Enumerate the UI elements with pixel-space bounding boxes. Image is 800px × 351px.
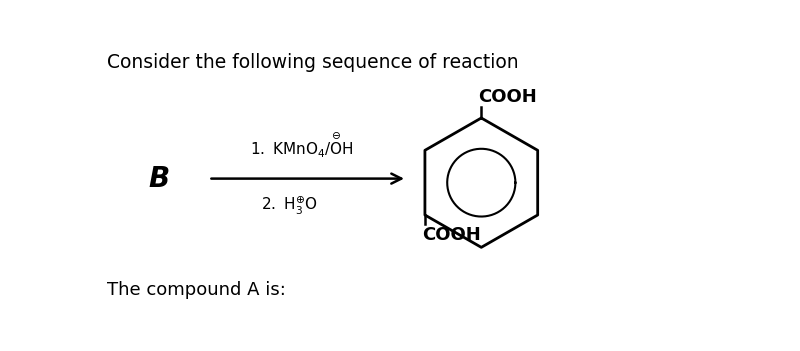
Text: The compound A is:: The compound A is: — [107, 281, 286, 299]
Text: COOH: COOH — [422, 226, 481, 244]
Text: $\mathsf{2.\ H_3^{\oplus}O}$: $\mathsf{2.\ H_3^{\oplus}O}$ — [261, 195, 318, 217]
Text: $\bfit{B}$: $\bfit{B}$ — [148, 165, 170, 193]
Text: $\mathsf{1.\ KMnO_4/\overset{\ominus}{O}H}$: $\mathsf{1.\ KMnO_4/\overset{\ominus}{O}… — [250, 131, 354, 160]
Text: Consider the following sequence of reaction: Consider the following sequence of react… — [107, 53, 519, 72]
Text: COOH: COOH — [478, 88, 537, 106]
